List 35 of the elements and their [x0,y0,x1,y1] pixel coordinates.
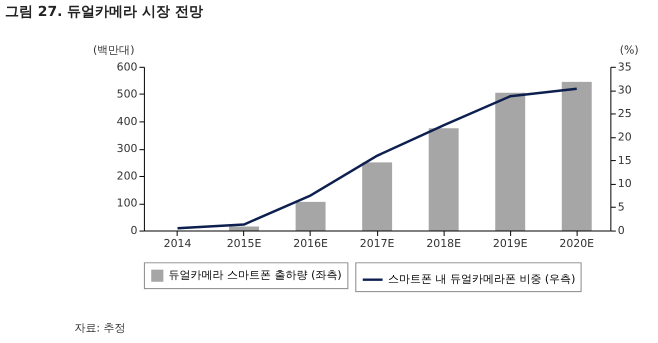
y-tick-label: 500 [116,88,138,101]
bar [296,202,326,231]
x-tick-label: 2015E [226,236,262,250]
legend-label: 스마트폰 내 듀얼카메라폰 비중 (우측) [388,272,576,286]
y-tick-label: 300 [116,142,138,156]
y2-tick-label: 30 [618,84,632,97]
bar [562,82,592,231]
y2-tick-label: 5 [618,200,625,214]
text: 자료: 추정 [74,321,126,334]
x-tick-label: 2017E [360,236,395,250]
y2-tick-label: 25 [618,107,632,120]
x-tick-label: 2016E [293,236,328,250]
y2-tick-label: 20 [618,130,632,144]
x-tick-label: 2019E [492,236,528,250]
x-tick-label: 2020E [559,236,594,250]
y-axis-title: (백만대) [92,43,134,56]
bar [428,128,459,231]
y-tick-label: 100 [116,196,138,210]
y-tick-label: 600 [116,60,138,74]
y-tick-label: 400 [116,114,138,128]
line-series [176,88,578,230]
y2-tick-label: 35 [618,60,632,74]
legend-label: 듀얼카메라 스마트폰 출하량 (좌측) [168,268,342,282]
chart-title: 그림 27. 듀얼카메라 시장 전망 [4,4,203,20]
bar [495,92,526,231]
x-tick-label: 2014 [164,236,192,250]
y2-tick-label: 15 [618,154,632,167]
y2-tick-label: 10 [618,177,632,190]
bar [229,226,260,231]
x-tick-label: 2018E [426,236,462,250]
y2-tick-label: 0 [618,224,625,238]
y-tick-label: 0 [130,224,138,238]
bar [362,162,392,231]
y2-axis-title: (%) [620,43,639,56]
y-tick-label: 200 [116,169,138,182]
